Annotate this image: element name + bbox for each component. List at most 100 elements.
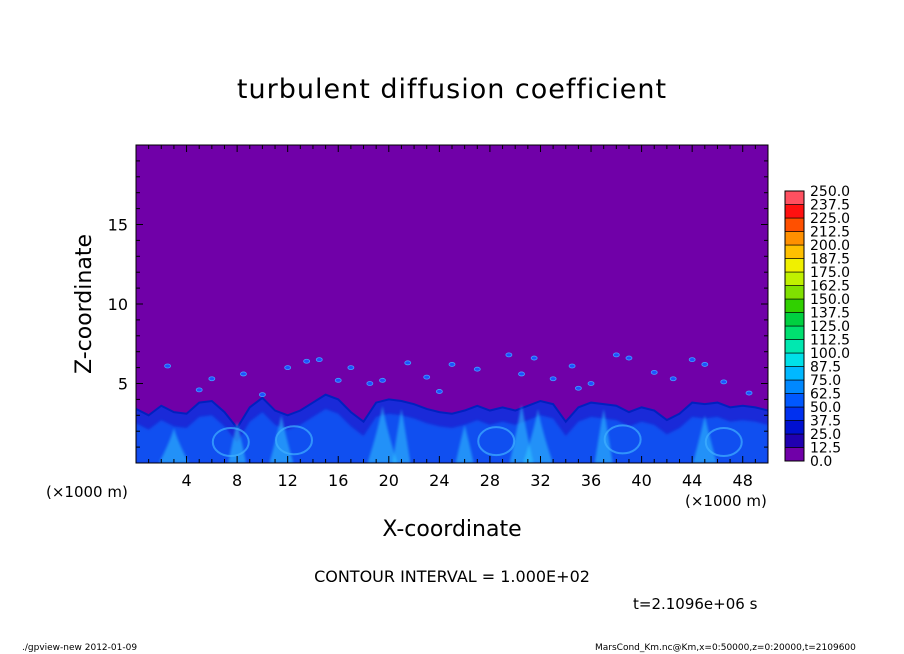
eddy-patch (720, 379, 728, 385)
eddy-patch (240, 371, 247, 377)
y-tick-label: 5 (118, 375, 128, 394)
colorbar-swatch (784, 204, 805, 219)
eddy-patch (303, 358, 311, 364)
thermal-plume (269, 415, 294, 463)
eddy-patch (347, 365, 355, 371)
eddy-swirl (211, 427, 250, 458)
y-axis-title: Z-coordinate (72, 234, 97, 374)
colorbar-label: 12.5 (810, 441, 841, 457)
x-tick-label: 16 (328, 471, 348, 490)
colorbar-label: 175.0 (810, 265, 850, 281)
x-tick-label: 36 (581, 471, 601, 490)
thermal-plume (455, 424, 474, 463)
eddy-patch (473, 366, 481, 372)
colorbar-swatch (784, 339, 805, 354)
eddy-patch (701, 362, 709, 367)
colorbar-label: 62.5 (810, 387, 841, 403)
colorbar-label: 225.0 (810, 211, 850, 227)
eddy-patch (568, 363, 576, 369)
eddy-patch (435, 389, 443, 394)
colorbar-swatch (784, 379, 805, 394)
colorbar-label: 50.0 (810, 400, 841, 416)
eddy-patch (518, 371, 525, 377)
eddy-patch (379, 377, 386, 383)
eddy-swirl (275, 425, 313, 456)
eddy-patch (366, 381, 374, 386)
time-label: t=2.1096e+06 s (633, 595, 758, 613)
thermal-plume (522, 408, 553, 463)
eddy-patch (164, 363, 172, 369)
y-tick-label: 15 (108, 216, 128, 235)
eddy-patch (505, 352, 513, 358)
colorbar-swatch (784, 433, 805, 448)
colorbar-swatch (784, 190, 805, 205)
colorbar-label: 212.5 (810, 225, 850, 241)
y-tick-label: 10 (108, 295, 128, 314)
colorbar-label: 75.0 (810, 373, 841, 389)
eddy-patch (650, 369, 658, 375)
eddy-patch (612, 352, 620, 358)
colorbar-swatch (784, 312, 805, 327)
eddy-patch (530, 355, 538, 361)
colorbar-swatch (784, 298, 805, 313)
colorbar-frame (784, 190, 805, 462)
plot-frame (135, 144, 769, 464)
eddy-patch (195, 387, 203, 393)
x-tick-label: 8 (232, 471, 242, 490)
colorbar-swatch (784, 406, 805, 421)
colorbar-swatch (784, 231, 805, 246)
thermal-plume (158, 428, 189, 463)
colorbar-swatch (784, 393, 805, 408)
eddy-patch (208, 376, 216, 382)
colorbar-swatch (784, 420, 805, 435)
colorbar-swatch (784, 352, 805, 367)
eddy-patch (688, 357, 696, 363)
eddy-swirl (704, 427, 743, 458)
x-tick-label: 32 (530, 471, 550, 490)
colorbar-swatch (784, 325, 805, 340)
colorbar-label: 237.5 (810, 198, 850, 214)
x-tick-label: 40 (631, 471, 651, 490)
x-axis-unit-right: (×1000 m) (685, 492, 767, 510)
colorbar-label: 162.5 (810, 279, 850, 295)
footer-left: ./gpview-new 2012-01-09 (22, 643, 138, 653)
eddy-patch (284, 365, 292, 371)
colorbar-swatch (784, 271, 805, 286)
boundary-layer-edge (136, 393, 768, 430)
eddy-swirl (603, 424, 642, 455)
colorbar-swatch (784, 258, 805, 273)
eddy-patch (448, 362, 456, 367)
colorbar-label: 100.0 (810, 346, 850, 362)
x-tick-label: 48 (733, 471, 753, 490)
colorbar-swatch (784, 447, 805, 462)
colorbar-swatch (784, 244, 805, 259)
eddy-patch (404, 360, 412, 366)
plot-background (136, 145, 768, 463)
x-axis-title: X-coordinate (382, 517, 521, 542)
colorbar-label: 137.5 (810, 306, 850, 322)
eddy-patch (423, 374, 431, 380)
field-layer (136, 352, 768, 463)
colorbar-label: 187.5 (810, 252, 850, 268)
thermal-plume (392, 408, 411, 463)
colorbar-label: 200.0 (810, 238, 850, 254)
contour-interval-note: CONTOUR INTERVAL = 1.000E+02 (314, 567, 590, 586)
colorbar-label: 150.0 (810, 292, 850, 308)
x-tick-label: 4 (181, 471, 191, 490)
x-axis-unit-left: (×1000 m) (46, 483, 128, 501)
colorbar-label: 87.5 (810, 360, 841, 376)
colorbar-swatch (784, 366, 805, 381)
x-tick-label: 44 (682, 471, 702, 490)
colorbar-label: 112.5 (810, 333, 850, 349)
thermal-plume (509, 404, 534, 463)
eddy-swirl (477, 426, 516, 457)
thermal-plume (367, 405, 398, 463)
chart-title: turbulent diffusion coefficient (236, 74, 668, 105)
eddy-patch (669, 376, 677, 382)
colorbar-label: 0.0 (810, 454, 832, 470)
colorbar-label: 125.0 (810, 319, 850, 335)
eddy-patch (549, 376, 557, 382)
eddy-patch (258, 392, 266, 398)
